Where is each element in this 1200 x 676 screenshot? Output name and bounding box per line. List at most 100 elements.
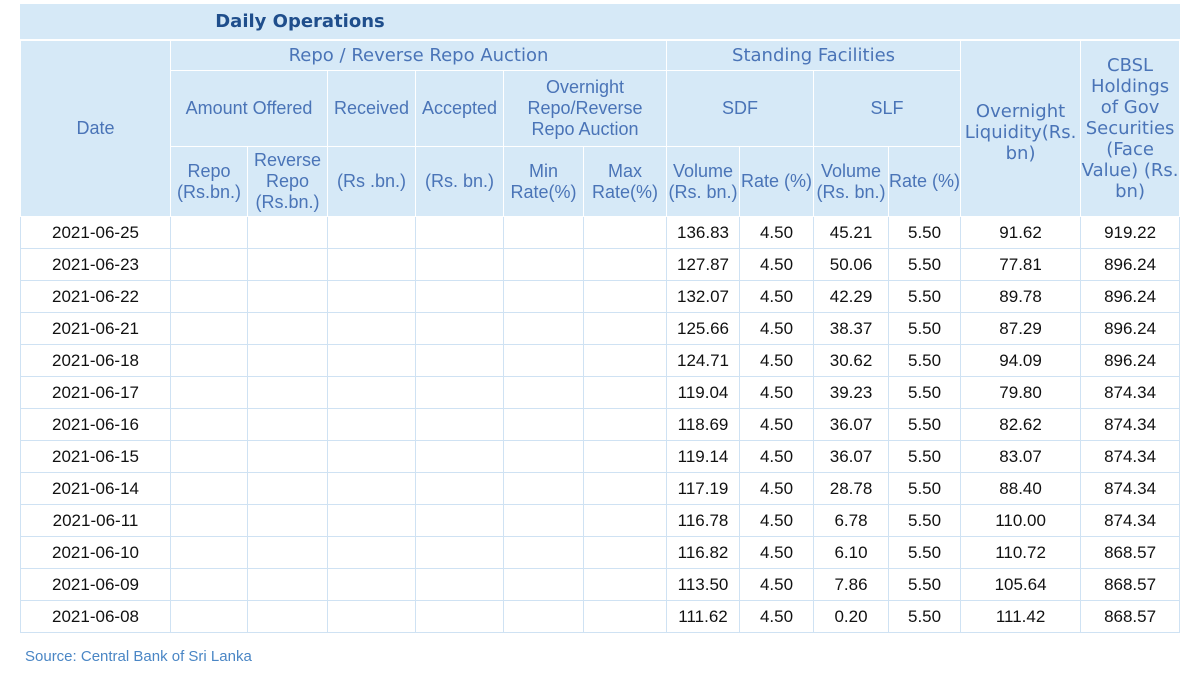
header-received: Received: [327, 70, 416, 147]
daily-operations-panel: Daily Operations Date Repo / Reverse Rep…: [20, 4, 1181, 633]
cell-slf-volume: 45.21: [813, 216, 890, 249]
cell-cbsl-holdings: 874.34: [1080, 440, 1181, 473]
cell-min-rate: [503, 440, 584, 473]
cell-sdf-volume: 127.87: [666, 248, 741, 281]
cell-accepted: [415, 312, 504, 345]
cell-accepted: [415, 568, 504, 601]
cell-slf-rate: 5.50: [888, 504, 962, 537]
cell-received: [327, 568, 416, 601]
cell-sdf-volume: 124.71: [666, 344, 741, 377]
header-overnight-liquidity: Overnight Liquidity(Rs. bn): [960, 40, 1082, 217]
table-row: 2021-06-11 116.78 4.50 6.78 5.50 110.00 874.34: [20, 504, 1181, 537]
cell-slf-rate: 5.50: [888, 600, 962, 633]
cell-accepted: [415, 440, 504, 473]
cell-date: 2021-06-23: [20, 248, 171, 281]
cell-sdf-volume: 117.19: [666, 472, 741, 505]
header-standing-group: Standing Facilities: [666, 40, 962, 71]
cell-sdf-rate: 4.50: [739, 344, 815, 377]
cell-slf-rate: 5.50: [888, 536, 962, 569]
cell-repo: [170, 216, 248, 249]
cell-cbsl-holdings: 896.24: [1080, 312, 1181, 345]
header-cbsl-holdings: CBSL Holdings of Gov Securities (Face Va…: [1080, 40, 1181, 217]
header-sdf: SDF: [666, 70, 815, 147]
header-repo-group: Repo / Reverse Repo Auction: [169, 40, 668, 71]
header-slf: SLF: [813, 70, 962, 147]
cell-cbsl-holdings: 896.24: [1080, 344, 1181, 377]
header-slf-rate: Rate (%): [888, 146, 962, 217]
cell-repo: [170, 440, 248, 473]
cell-received: [327, 312, 416, 345]
cell-min-rate: [503, 216, 584, 249]
cell-slf-volume: 0.20: [813, 600, 890, 633]
cell-slf-volume: 30.62: [813, 344, 890, 377]
cell-min-rate: [503, 408, 584, 441]
header-sdf-volume: Volume (Rs. bn.): [666, 146, 741, 217]
cell-max-rate: [582, 344, 668, 377]
cell-overnight-liquidity: 91.62: [960, 216, 1082, 249]
cell-cbsl-holdings: 874.34: [1080, 408, 1181, 441]
cell-slf-rate: 5.50: [888, 408, 962, 441]
cell-overnight-liquidity: 77.81: [960, 248, 1082, 281]
header-overnight-auction: Overnight Repo/Reverse Repo Auction: [502, 70, 668, 147]
cell-date: 2021-06-09: [20, 568, 171, 601]
page-title: Daily Operations: [215, 11, 385, 32]
cell-sdf-rate: 4.50: [739, 536, 815, 569]
cell-sdf-volume: 118.69: [666, 408, 741, 441]
cell-overnight-liquidity: 88.40: [960, 472, 1082, 505]
cell-repo: [170, 344, 248, 377]
cell-repo: [170, 504, 248, 537]
table-row: 2021-06-16 118.69 4.50 36.07 5.50 82.62 874.34: [20, 408, 1181, 441]
cell-date: 2021-06-08: [20, 600, 171, 633]
cell-cbsl-holdings: 874.34: [1080, 376, 1181, 409]
cell-slf-volume: 36.07: [813, 440, 890, 473]
table-row: 2021-06-08 111.62 4.50 0.20 5.50 111.42 868.57: [20, 600, 1181, 633]
cell-sdf-rate: 4.50: [739, 248, 815, 281]
cell-max-rate: [582, 376, 668, 409]
cell-reverse-repo: [247, 440, 328, 473]
cell-accepted: [415, 600, 504, 633]
cell-slf-volume: 50.06: [813, 248, 890, 281]
cell-received: [327, 280, 416, 313]
cell-min-rate: [503, 344, 584, 377]
header-slf-volume: Volume (Rs. bn.): [813, 146, 890, 217]
cell-repo: [170, 536, 248, 569]
cell-slf-volume: 28.78: [813, 472, 890, 505]
cell-max-rate: [582, 504, 668, 537]
header-accepted-unit: (Rs. bn.): [415, 146, 504, 217]
cell-date: 2021-06-21: [20, 312, 171, 345]
cell-cbsl-holdings: 868.57: [1080, 568, 1181, 601]
cell-max-rate: [582, 568, 668, 601]
cell-sdf-volume: 116.82: [666, 536, 741, 569]
cell-received: [327, 344, 416, 377]
cell-min-rate: [503, 568, 584, 601]
cell-slf-volume: 7.86: [813, 568, 890, 601]
cell-max-rate: [582, 248, 668, 281]
cell-reverse-repo: [247, 472, 328, 505]
table-row: 2021-06-14 117.19 4.50 28.78 5.50 88.40 874.34: [20, 472, 1181, 505]
cell-overnight-liquidity: 89.78: [960, 280, 1082, 313]
cell-repo: [170, 472, 248, 505]
cell-overnight-liquidity: 94.09: [960, 344, 1082, 377]
header-min-rate: Min Rate(%): [503, 146, 584, 217]
cell-sdf-volume: 136.83: [666, 216, 741, 249]
table-row: 2021-06-25 136.83 4.50 45.21 5.50 91.62 919.22: [20, 216, 1181, 249]
cell-sdf-rate: 4.50: [739, 440, 815, 473]
cell-accepted: [415, 344, 504, 377]
cell-reverse-repo: [247, 344, 328, 377]
table-row: 2021-06-15 119.14 4.50 36.07 5.50 83.07 874.34: [20, 440, 1181, 473]
cell-overnight-liquidity: 83.07: [960, 440, 1082, 473]
cell-date: 2021-06-14: [20, 472, 171, 505]
cell-overnight-liquidity: 82.62: [960, 408, 1082, 441]
cell-received: [327, 248, 416, 281]
cell-cbsl-holdings: 896.24: [1080, 248, 1181, 281]
cell-slf-volume: 6.78: [813, 504, 890, 537]
cell-max-rate: [582, 600, 668, 633]
header-date: Date: [20, 40, 171, 217]
source-note: Source: Central Bank of Sri Lanka: [25, 648, 252, 665]
header-received-unit: (Rs .bn.): [327, 146, 416, 217]
cell-min-rate: [503, 376, 584, 409]
cell-slf-rate: 5.50: [888, 568, 962, 601]
cell-repo: [170, 376, 248, 409]
cell-date: 2021-06-10: [20, 536, 171, 569]
cell-accepted: [415, 376, 504, 409]
